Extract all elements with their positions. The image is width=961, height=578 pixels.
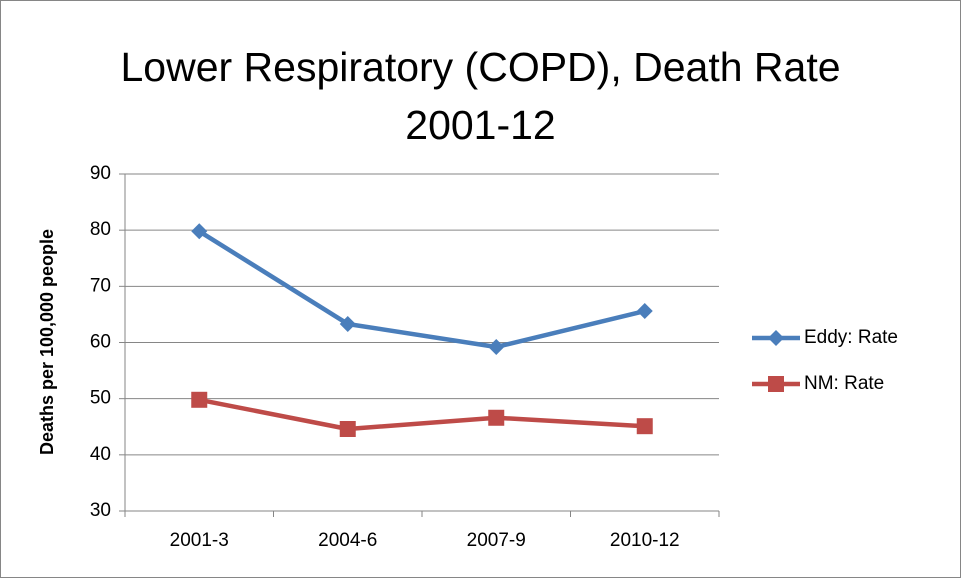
marker (191, 391, 208, 408)
chart-title: Lower Respiratory (COPD), Death Rate 200… (120, 44, 841, 148)
x-tick-label: 2004-6 (318, 530, 377, 551)
marker (488, 338, 505, 355)
legend-label: NM: Rate (804, 373, 884, 394)
marker (768, 376, 784, 392)
marker (636, 418, 653, 435)
series-line (198, 397, 645, 432)
marker (768, 330, 784, 346)
marker (339, 420, 356, 437)
y-tick-label: 40 (90, 444, 111, 465)
y-tick-label: 70 (90, 275, 111, 296)
y-axis-label: Deaths per 100,000 people (37, 229, 57, 455)
legend-label: Eddy: Rate (804, 327, 898, 348)
x-tick-label: 2007-9 (467, 530, 526, 551)
y-tick-label: 90 (90, 163, 111, 184)
y-tick-label: 50 (90, 388, 111, 409)
y-tick-label: 80 (90, 219, 111, 240)
y-tick-label: 60 (90, 332, 111, 353)
marker (636, 303, 653, 320)
series-line (198, 229, 646, 350)
y-tick-label: 30 (90, 500, 111, 521)
marker (488, 409, 505, 426)
x-tick-label: 2010-12 (610, 530, 680, 551)
marker (339, 315, 356, 332)
x-tick-label: 2001-3 (170, 530, 229, 551)
marker (191, 223, 208, 240)
